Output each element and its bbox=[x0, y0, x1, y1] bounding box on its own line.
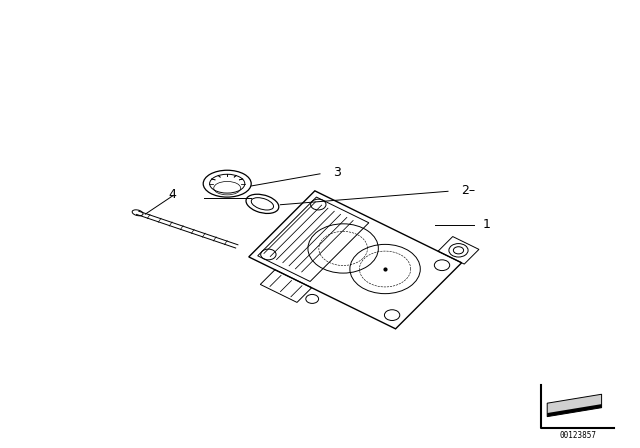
Polygon shape bbox=[547, 394, 602, 417]
Polygon shape bbox=[547, 404, 602, 417]
Text: 00123857: 00123857 bbox=[559, 431, 596, 440]
Text: 2–: 2– bbox=[461, 184, 475, 197]
Text: 3: 3 bbox=[333, 166, 340, 179]
Text: 4: 4 bbox=[168, 188, 176, 202]
Text: 1: 1 bbox=[483, 217, 490, 231]
